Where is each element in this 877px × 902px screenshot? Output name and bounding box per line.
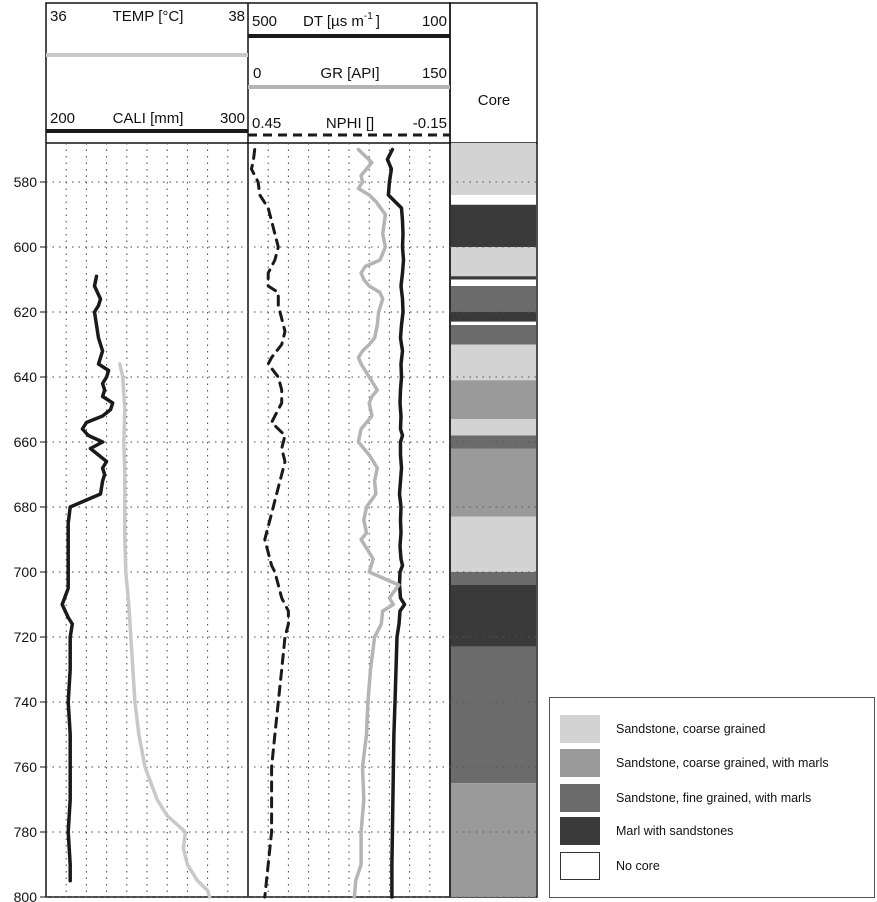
track2-header: 500 DT [µs m-1] 100 0 GR [API] 150 0.45 … [248,11,450,137]
gr-curve [352,147,401,899]
core-interval-nc [451,279,536,286]
gr-label: GR [API] [320,65,379,82]
core-interval-nc [451,321,536,325]
gr-scale-left: 0 [253,65,261,82]
depth-tick-label: 720 [14,629,38,645]
cali-scale-left: 200 [50,110,75,127]
dt-label-exponent: -1 [364,11,373,22]
legend-item-nc: No core [560,852,660,880]
core-interval-cg [451,344,536,381]
nphi-scale-right: -0.15 [413,115,447,132]
legend-label: Sandstone, fine grained, with marls [616,791,812,805]
temp-scale-right: 38 [228,8,245,25]
core-interval-fgm [451,435,536,449]
core-interval-ms [451,312,536,322]
core-interval-cg [451,143,536,195]
legend-label: Marl with sandstones [616,824,734,838]
legend-item-cg: Sandstone, coarse grained [560,715,765,743]
legend-label: No core [616,859,660,873]
log-curves [60,147,407,899]
dt-scale-left: 500 [252,13,277,30]
core-title: Core [478,92,511,109]
legend-swatch [560,715,600,743]
core-interval-nc [451,195,536,205]
grid [46,143,537,898]
core-interval-fgm [451,646,536,784]
cali-scale-right: 300 [220,110,245,127]
depth-tick-label: 780 [14,824,38,840]
cali-label: CALI [mm] [113,110,184,127]
core-legend: Sandstone, coarse grained Sandstone, coar… [549,697,875,898]
temp-scale-left: 36 [50,8,67,25]
legend-swatch [560,784,600,812]
depth-tick-label: 660 [14,434,38,450]
legend-swatch [560,817,600,845]
dt-label-main: DT [µs m [303,13,364,30]
core-interval-cg [451,247,536,277]
core-interval-cgm [451,380,536,420]
depth-tick-label: 700 [14,564,38,580]
dt-label-end: ] [376,13,380,30]
legend-swatch [560,852,600,880]
depth-tick-label: 680 [14,499,38,515]
legend-item-fgm: Sandstone, fine grained, with marls [560,784,811,812]
core-interval-cgm [451,448,536,517]
depth-tick-label: 620 [14,304,38,320]
depth-tick-label: 800 [14,889,38,902]
depth-axis: 580 600 620 640 660 680 700 720 740 760 780 800 [14,174,46,902]
core-interval-cg [451,516,536,572]
core-interval-ms [451,204,536,247]
track1-header: 36 TEMP [°C] 38 200 CALI [mm] 300 [46,8,248,133]
depth-tick-label: 640 [14,369,38,385]
depth-tick-label: 600 [14,239,38,255]
core-interval-ms [451,276,536,280]
dt-label: DT [µs m-1] [303,11,380,30]
core-interval-ms [451,585,536,647]
legend-item-cgm: Sandstone, coarse grained, with marls [560,749,829,777]
depth-tick-label: 740 [14,694,38,710]
core-interval-fgm [451,286,536,312]
core-interval-fgm [451,325,536,345]
depth-tick-label: 580 [14,174,38,190]
cali-curve [60,274,115,883]
legend-label: Sandstone, coarse grained, with marls [616,756,829,770]
legend-swatch [560,749,600,777]
legend-label: Sandstone, coarse grained [616,722,766,736]
nphi-curve [249,148,290,899]
nphi-label: NPHI [] [326,115,374,132]
core-interval-cgm [451,783,536,897]
legend-item-ms: Marl with sandstones [560,817,733,845]
gr-scale-right: 150 [422,65,447,82]
temp-curve [117,362,212,899]
dt-curve [385,147,407,899]
core-interval-cg [451,419,536,436]
core-column [450,143,537,898]
core-interval-fgm [451,572,536,585]
nphi-scale-left: 0.45 [252,115,281,132]
dt-scale-right: 100 [422,13,447,30]
depth-tick-label: 760 [14,759,38,775]
temp-label: TEMP [°C] [113,8,184,25]
